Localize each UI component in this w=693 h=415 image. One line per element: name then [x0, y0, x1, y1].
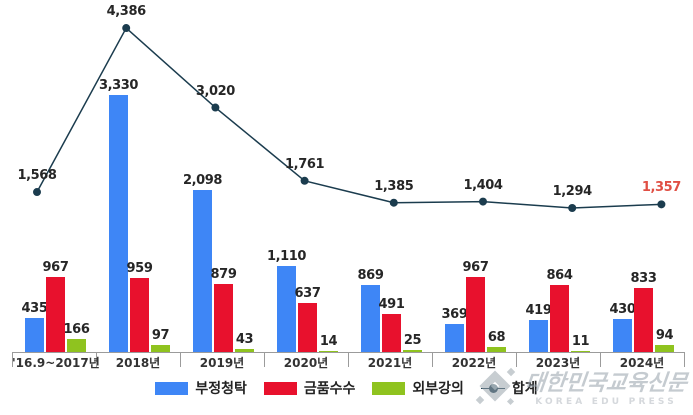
line-value-label: 3,020	[195, 83, 236, 99]
total-line	[36, 26, 662, 209]
bar-금품수수	[298, 302, 317, 352]
legend: 부정청탁 금품수수 외부강의 합계	[0, 377, 693, 399]
line-value-label: 1,404	[463, 177, 503, 193]
line-dot	[479, 197, 487, 206]
line-value-label: 1,385	[374, 178, 414, 194]
x-axis-label: '16.9~2017년	[12, 356, 100, 370]
bar-금품수수	[382, 314, 401, 352]
value-label: 435	[21, 301, 48, 317]
bar-외부강의	[403, 350, 422, 352]
axis-tick	[432, 352, 433, 367]
x-axis-label: 2019년	[199, 356, 245, 370]
value-label: 959	[126, 260, 153, 276]
line-value-label: 1,294	[552, 183, 593, 199]
bar-부정청탁	[193, 190, 212, 352]
bar-부정청탁	[529, 319, 548, 352]
x-axis-label: 2024년	[619, 356, 665, 370]
line-dot	[211, 103, 220, 112]
legend-label: 부정청탁	[195, 381, 247, 397]
legend-item-합계: 합계	[480, 378, 538, 398]
axis-tick	[600, 352, 601, 367]
value-label: 94	[655, 327, 674, 343]
legend-label: 합계	[511, 381, 538, 397]
x-axis-label: 2022년	[451, 356, 497, 370]
bar-부정청탁	[277, 266, 296, 352]
bar-부정청탁	[613, 318, 632, 352]
line-value-label: 1,357	[641, 180, 682, 196]
legend-label: 외부강의	[412, 381, 464, 397]
axis-tick	[348, 352, 349, 367]
value-label: 369	[441, 306, 468, 322]
value-label: 25	[403, 333, 422, 349]
bar-금품수수	[634, 287, 653, 352]
axis-tick	[96, 352, 97, 367]
line-value-label: 1,568	[17, 168, 57, 184]
legend-item-금품수수: 금품수수	[263, 378, 356, 398]
value-label: 967	[462, 260, 489, 276]
bar-금품수수	[214, 284, 233, 352]
bar-부정청탁	[109, 95, 128, 352]
legend-label: 금품수수	[303, 381, 356, 397]
bar-외부강의	[655, 344, 674, 352]
value-label: 419	[525, 302, 552, 318]
line-dot	[568, 203, 577, 212]
line-value-label: 1,761	[285, 156, 325, 172]
legend-line-marker-icon	[480, 383, 505, 393]
value-label: 68	[487, 329, 506, 345]
legend-item-부정청탁: 부정청탁	[155, 378, 247, 398]
line-dot	[657, 200, 666, 209]
line-dot	[389, 198, 398, 207]
value-label: 3,330	[98, 78, 139, 93]
bar-부정청탁	[445, 323, 464, 352]
bar-외부강의	[319, 350, 338, 352]
legend-swatch	[263, 381, 297, 395]
line-dot	[122, 24, 131, 33]
x-axis-label: 2018년	[115, 356, 161, 370]
x-axis-label: 2021년	[367, 356, 413, 370]
legend-item-외부강의: 외부강의	[372, 378, 464, 398]
legend-dot	[488, 383, 498, 393]
bar-외부강의	[487, 346, 506, 352]
value-label: 430	[609, 301, 636, 317]
bar-부정청탁	[25, 318, 44, 352]
value-label: 967	[42, 260, 69, 276]
value-label: 97	[151, 327, 170, 343]
line-value-label: 4,386	[106, 4, 147, 20]
value-label: 2,098	[182, 173, 223, 189]
value-label: 869	[357, 267, 384, 283]
x-axis-label: 2023년	[535, 356, 581, 370]
line-dot	[33, 188, 41, 197]
value-label: 864	[546, 268, 573, 284]
value-label: 11	[571, 334, 590, 349]
bar-금품수수	[130, 277, 149, 352]
value-label: 1,110	[266, 249, 307, 265]
bar-외부강의	[151, 344, 170, 352]
legend-swatch	[155, 381, 189, 395]
value-label: 166	[63, 322, 90, 338]
bar-외부강의	[571, 351, 590, 352]
bar-금품수수	[466, 277, 485, 352]
axis-tick	[516, 352, 517, 367]
bar-금품수수	[46, 277, 65, 352]
bar-외부강의	[235, 348, 254, 352]
axis-tick	[12, 352, 13, 367]
line-dot	[300, 176, 309, 185]
value-label: 637	[294, 285, 321, 301]
bar-부정청탁	[361, 284, 380, 352]
bar-금품수수	[550, 285, 569, 352]
value-label: 833	[630, 270, 657, 286]
axis-tick	[180, 352, 181, 367]
value-label: 879	[210, 267, 237, 283]
x-axis-label: 2020년	[283, 356, 329, 370]
axis-tick	[264, 352, 265, 367]
bar-외부강의	[67, 339, 86, 352]
value-label: 43	[235, 331, 254, 347]
value-label: 14	[319, 333, 338, 349]
value-label: 491	[378, 297, 405, 313]
axis-tick	[684, 352, 685, 367]
legend-swatch	[372, 381, 406, 395]
